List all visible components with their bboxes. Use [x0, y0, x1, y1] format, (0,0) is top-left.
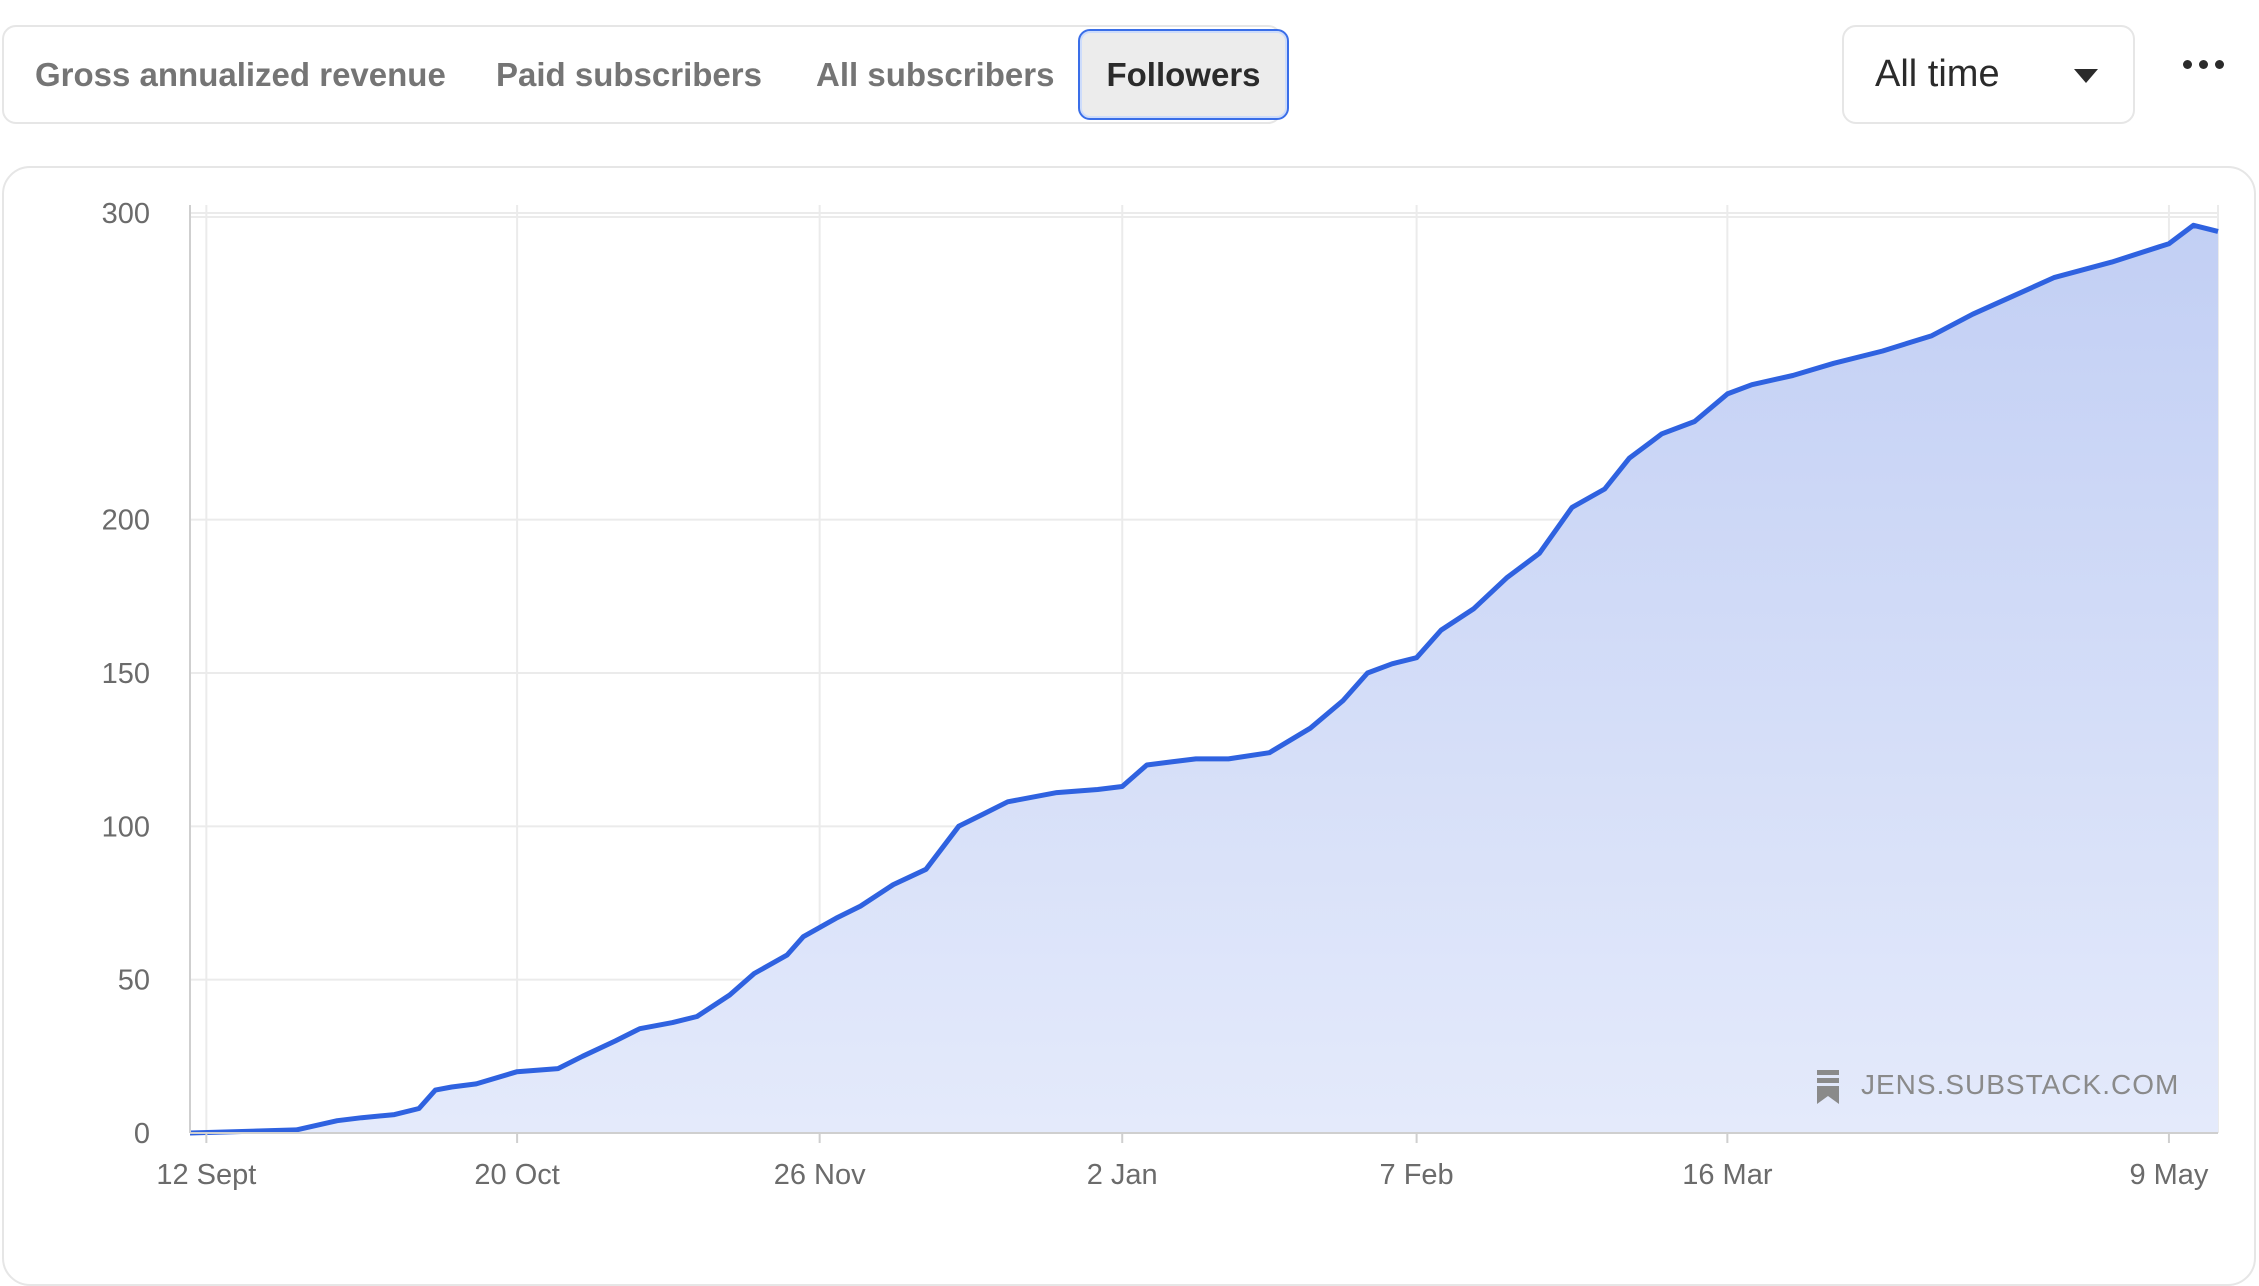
followers-chart: 0 50 100 150 200 300 12 Sept 20 Oct 26 Nov 2 Jan 7…: [102, 198, 2219, 1191]
tab-all-subscribers[interactable]: All subscribers: [816, 55, 1055, 93]
x-tick-label: 7 Feb: [1380, 1159, 1454, 1191]
x-tick-label: 2 Jan: [1087, 1159, 1158, 1191]
time-range-value: All time: [1875, 53, 2000, 95]
more-horizontal-icon: [2183, 60, 2192, 69]
y-tick-label: 300: [102, 198, 150, 230]
tab-paid-subscribers[interactable]: Paid subscribers: [496, 55, 762, 93]
caret-down-icon: [2074, 69, 2098, 83]
followers-line: [189, 222, 2219, 1136]
time-range-select[interactable]: All time: [1842, 25, 2135, 124]
x-tick-label: 26 Nov: [774, 1159, 866, 1191]
x-tick-label: 9 May: [2129, 1159, 2208, 1191]
y-tick-label: 0: [134, 1118, 150, 1150]
y-tick-label: 200: [102, 505, 150, 537]
y-tick-label: 150: [102, 658, 150, 690]
tab-gross-annualized-revenue[interactable]: Gross annualized revenue: [35, 55, 446, 93]
tab-followers[interactable]: Followers: [1078, 29, 1289, 120]
watermark: JENS.SUBSTACK.COM: [1817, 1069, 2179, 1104]
followers-area: [190, 225, 2218, 1134]
y-tick-label: 50: [118, 965, 150, 997]
y-tick-label: 100: [102, 811, 150, 843]
substack-bookmark-icon: [1817, 1070, 1839, 1104]
watermark-text: JENS.SUBSTACK.COM: [1861, 1069, 2179, 1100]
metric-tabs: Gross annualized revenue Paid subscriber…: [2, 25, 1289, 124]
x-tick-label: 12 Sept: [156, 1159, 256, 1191]
chart-tick-labels: 0 50 100 150 200 300 12 Sept 20 Oct 26 Nov 2 Jan 7…: [102, 198, 2209, 1191]
chart-axes: [189, 205, 2218, 1143]
x-tick-label: 20 Oct: [474, 1159, 559, 1191]
x-tick-label: 16 Mar: [1682, 1159, 1773, 1191]
more-options-button[interactable]: [2183, 55, 2227, 75]
